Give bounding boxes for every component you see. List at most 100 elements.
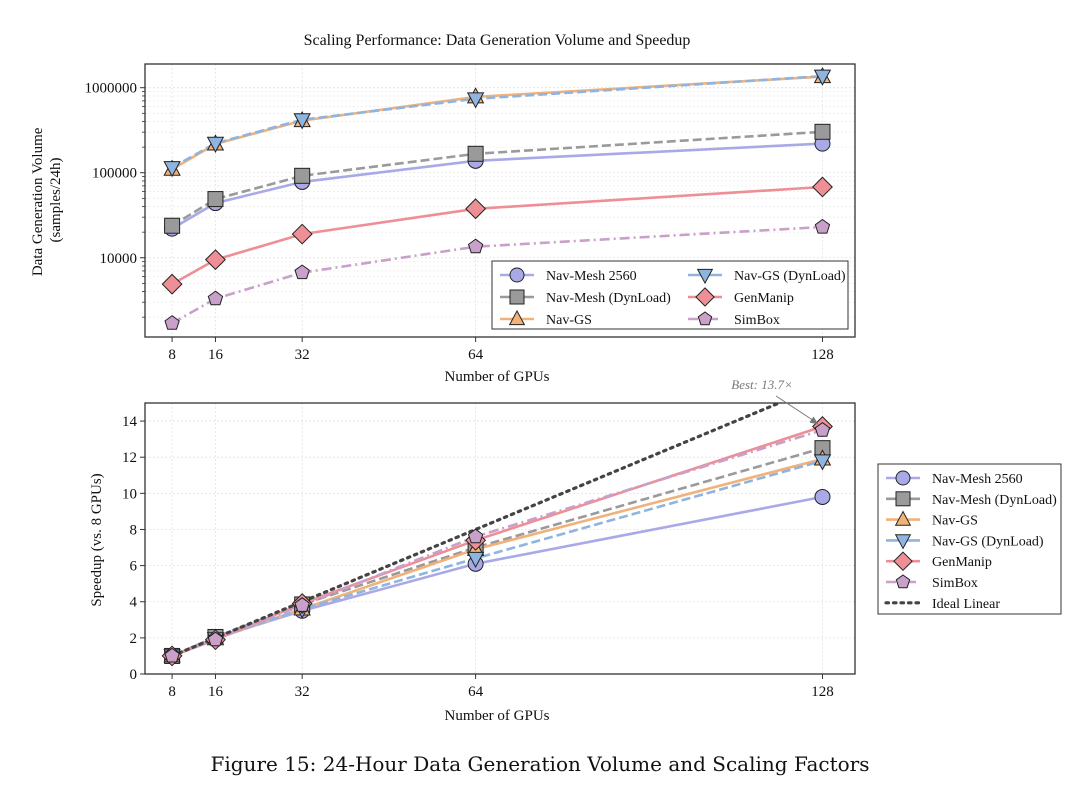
data-point-genmanip [812, 176, 833, 198]
y-tick-label: 10000 [100, 251, 138, 267]
data-point-nav-mesh-dynload [207, 191, 224, 208]
annotation-arrowhead [809, 416, 819, 425]
legend-marker-simbox [895, 574, 911, 589]
legend-item-nav-gs-dynload: Nav-GS (DynLoad) [688, 268, 846, 285]
speedup-series-lines [170, 403, 823, 658]
legend-label: Nav-GS [932, 514, 978, 529]
legend-label: SimBox [734, 313, 780, 328]
y-tick-label: 0 [130, 667, 138, 683]
figure: Scaling Performance: Data Generation Vol… [30, 32, 1062, 724]
series-line-nav-gs [171, 75, 823, 171]
data-point-nav-mesh-2560 [814, 488, 831, 505]
legend-item-simbox: SimBox [688, 311, 780, 328]
volume-series-markers [161, 66, 833, 330]
series-line-nav-mesh-dynload [171, 130, 823, 227]
legend-frame [491, 260, 849, 330]
figure-suptitle: Scaling Performance: Data Generation Vol… [304, 32, 691, 49]
y-tick-label: 1000000 [85, 81, 138, 97]
data-point-nav-mesh-dynload [164, 217, 181, 234]
data-point-simbox [814, 421, 831, 437]
data-point-simbox [164, 315, 180, 330]
legend-item-nav-mesh-dynload: Nav-Mesh (DynLoad) [500, 289, 671, 306]
legend-marker-nav-mesh-2560 [895, 470, 911, 486]
legend-label: Ideal Linear [932, 597, 1000, 612]
x-tick-label: 128 [811, 347, 834, 363]
legend-marker-nav-mesh-dynload [895, 491, 911, 507]
series-line-ideal-linear [170, 403, 784, 658]
series-line-nav-gs-dynload [171, 74, 823, 169]
data-point-genmanip [291, 223, 313, 245]
legend-item-genmanip: GenManip [886, 551, 992, 572]
x-tick-label: 64 [468, 347, 484, 363]
data-point-nav-mesh-dynload [294, 167, 311, 184]
legend-label: GenManip [932, 555, 992, 570]
data-point-nav-gs-dynload [466, 551, 485, 569]
legend-label: Nav-Mesh 2560 [546, 269, 637, 284]
y-tick-label: 6 [130, 559, 138, 575]
x-tick-label: 32 [295, 347, 310, 363]
legend-label: Nav-GS [546, 313, 592, 328]
volume-x-ticks: 8 16 32 64 128 [168, 337, 834, 363]
volume-plot-frame [144, 63, 856, 338]
x-tick-label: 16 [208, 684, 224, 700]
x-tick-label: 8 [168, 684, 176, 700]
data-point-simbox [207, 631, 224, 647]
legend-marker-nav-mesh-dynload [509, 289, 525, 305]
legend-marker-nav-gs [508, 309, 526, 326]
data-point-nav-gs-dynload [206, 136, 225, 153]
speedup-x-ticks: 8 16 32 64 128 [168, 674, 834, 700]
data-point-simbox [164, 647, 180, 663]
legend-marker-nav-mesh-2560 [509, 267, 525, 283]
legend-marker-simbox [697, 311, 713, 326]
legend-item-ideal-linear: Ideal Linear [884, 597, 1000, 612]
volume-x-axis-label: Number of GPUs [445, 369, 550, 385]
data-point-simbox [467, 528, 484, 544]
speedup-plot-frame [144, 402, 856, 675]
y-tick-label: 10 [122, 486, 137, 502]
volume-y-axis-label-line1: Data Generation Volume [30, 127, 46, 276]
legend-label: Nav-Mesh (DynLoad) [932, 493, 1057, 508]
data-point-nav-gs-dynload [813, 454, 832, 471]
legend-marker-genmanip [893, 551, 913, 572]
speedup-grid [145, 403, 855, 675]
data-point-nav-gs-dynload [813, 69, 832, 86]
x-tick-label: 128 [811, 684, 834, 700]
legend-label: Nav-Mesh 2560 [932, 472, 1023, 487]
legend-item-nav-gs-dynload: Nav-GS (DynLoad) [886, 534, 1044, 550]
speedup-series-markers [161, 416, 833, 667]
legend-marker-nav-gs-dynload [894, 534, 912, 550]
annotation-arrow-line [775, 395, 817, 423]
data-point-simbox [814, 218, 831, 234]
data-point-genmanip [161, 273, 183, 295]
annotation-text: Best: 13.7× [731, 377, 792, 392]
y-tick-label: 100000 [92, 166, 137, 182]
legend-item-genmanip: GenManip [688, 287, 794, 307]
legend-item-simbox: SimBox [886, 574, 978, 591]
data-point-nav-gs-dynload [466, 92, 485, 109]
data-point-nav-mesh-dynload [467, 145, 484, 162]
data-point-simbox [294, 264, 310, 280]
y-tick-label: 2 [130, 631, 138, 647]
data-point-nav-mesh-dynload [814, 123, 831, 140]
legend-label: GenManip [734, 291, 794, 306]
data-point-simbox [207, 290, 224, 306]
volume-y-axis-label-line2: (samples/24h) [48, 158, 64, 243]
x-tick-label: 16 [208, 347, 224, 363]
legend-marker-nav-gs-dynload [696, 268, 714, 285]
figure-caption: Figure 15: 24-Hour Data Generation Volum… [210, 752, 870, 776]
legend-item-nav-mesh-dynload: Nav-Mesh (DynLoad) [886, 491, 1057, 508]
data-point-genmanip [205, 249, 226, 271]
speedup-chart: 0 2 4 6 8 10 12 14 8 16 32 64 128 Number of GPUs Sp… [89, 377, 1062, 724]
data-point-nav-gs-dynload [163, 161, 181, 178]
speedup-legend: Nav-Mesh 2560 Nav-Mesh (DynLoad) Nav-GS Nav… [877, 463, 1062, 615]
legend-item-nav-mesh-2560: Nav-Mesh 2560 [500, 267, 637, 284]
x-tick-label: 64 [468, 684, 484, 700]
data-point-nav-gs-dynload [293, 113, 311, 130]
legend-item-nav-gs: Nav-GS [500, 309, 592, 328]
series-line-simbox [171, 428, 823, 658]
y-tick-label: 8 [130, 522, 138, 538]
volume-y-ticks: 10000 100000 1000000 [85, 81, 145, 318]
legend-marker-nav-gs [894, 510, 912, 526]
data-point-genmanip [465, 198, 487, 220]
x-tick-label: 8 [168, 347, 176, 363]
